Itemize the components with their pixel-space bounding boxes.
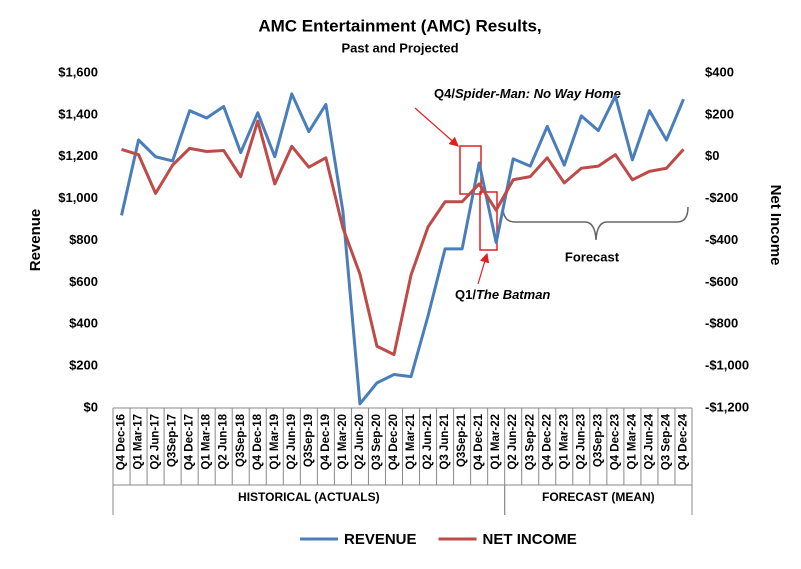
y-tick-label: $800 (69, 232, 98, 247)
annotation-prefix: Q1/ (455, 287, 476, 302)
annotation-arrow (477, 252, 490, 285)
y-tick-label: $1,000 (58, 190, 98, 205)
chart-title: AMC Entertainment (AMC) Results, (258, 16, 541, 35)
x-tick-label: Q1 Mar-22 (490, 414, 502, 470)
y2-axis-label: Net Income (767, 185, 784, 266)
x-tick-label: Q2 Jun-20 (354, 414, 366, 470)
x-tick-label: Q4 Dec-22 (541, 414, 553, 470)
x-tick-label: Q3Sep-21 (456, 413, 468, 467)
x-tick-label: Q1 Mar-21 (405, 413, 417, 469)
y2-tick-label: -$600 (705, 274, 738, 289)
y2-tick-label: $400 (705, 64, 734, 79)
y2-tick-label: $200 (705, 106, 734, 121)
y-tick-label: $1,200 (58, 148, 98, 163)
x-tick-label: Q3Sep-18 (235, 413, 247, 467)
x-tick-label: Q1 Mar-17 (133, 414, 145, 470)
x-tick-label: Q4 Dec-20 (388, 414, 400, 470)
x-tick-label: Q1 Mar-18 (201, 413, 213, 469)
series-line (121, 119, 685, 357)
y2-tick-label: -$1,000 (705, 358, 749, 373)
group-label: FORECAST (MEAN) (542, 490, 655, 504)
group-label: HISTORICAL (ACTUALS) (238, 490, 380, 504)
x-tick-label: Q4 Dec-24 (678, 413, 690, 470)
x-tick-label: Q4 Dec-17 (184, 414, 196, 470)
highlight-box (479, 191, 498, 251)
x-tick-label: Q2 Jun-23 (575, 414, 587, 470)
x-tick-label: Q2 Jun-24 (643, 413, 655, 469)
annotation-title: Spider-Man: No Way Home (455, 86, 621, 101)
y-tick-label: $1,400 (58, 106, 98, 121)
x-tick-label: Q1 Mar-20 (337, 414, 349, 470)
annotation-prefix: Q4/ (434, 86, 455, 101)
x-tick-label: Q3 Sep-20 (371, 414, 383, 470)
x-tick-label: Q3Sep-17 (167, 414, 179, 467)
y-tick-label: $1,600 (58, 64, 98, 79)
x-tick-label: Q3Sep-19 (303, 414, 315, 467)
x-tick-label: Q1 Mar-24 (626, 413, 638, 469)
chart-subtitle: Past and Projected (341, 40, 458, 55)
x-tick-label: Q3 Sep-24 (660, 413, 672, 470)
legend-label: REVENUE (344, 531, 417, 548)
x-tick-label: Q3 Jun-21 (439, 413, 451, 469)
x-tick-label: Q3Sep-23 (592, 414, 604, 467)
series-line (120, 92, 685, 406)
y-axis-label: Revenue (27, 209, 44, 272)
legend-label: NET INCOME (483, 531, 577, 548)
annotation-arrow (414, 107, 459, 147)
x-tick-label: Q4 Dec-23 (609, 414, 621, 470)
x-tick-label: Q4 Dec-19 (320, 414, 332, 470)
y2-tick-label: -$200 (705, 190, 738, 205)
y-tick-label: $0 (84, 399, 98, 414)
y2-tick-label: -$1,200 (705, 399, 749, 414)
x-tick-label: Q2 Jun-22 (507, 414, 519, 470)
x-tick-label: Q3 Sep-22 (524, 414, 536, 470)
x-tick-label: Q2 Jun-18 (218, 413, 230, 469)
x-tick-label: Q2 Jun-17 (150, 414, 162, 470)
x-tick-label: Q4 Dec-21 (473, 413, 485, 470)
x-tick-label: Q1 Mar-23 (558, 414, 570, 470)
x-tick-label: Q4 Dec-18 (252, 413, 264, 470)
annotation-title: The Batman (476, 287, 550, 302)
y-tick-label: $400 (69, 316, 98, 331)
y2-tick-label: -$400 (705, 232, 738, 247)
x-tick-label: Q2 Jun-19 (286, 414, 298, 470)
x-tick-label: Q2 Jun-21 (422, 413, 434, 469)
y2-tick-label: $0 (705, 148, 719, 163)
y-tick-label: $600 (69, 274, 98, 289)
x-tick-label: Q4 Dec-16 (116, 414, 128, 470)
y2-tick-label: -$800 (705, 316, 738, 331)
annotation: Q4/Spider-Man: No Way Home (434, 86, 621, 101)
annotation: Forecast (565, 249, 620, 264)
forecast-brace (502, 206, 689, 241)
y-tick-label: $200 (69, 358, 98, 373)
annotation: Q1/The Batman (455, 287, 550, 302)
x-tick-label: Q1 Mar-19 (269, 414, 281, 470)
